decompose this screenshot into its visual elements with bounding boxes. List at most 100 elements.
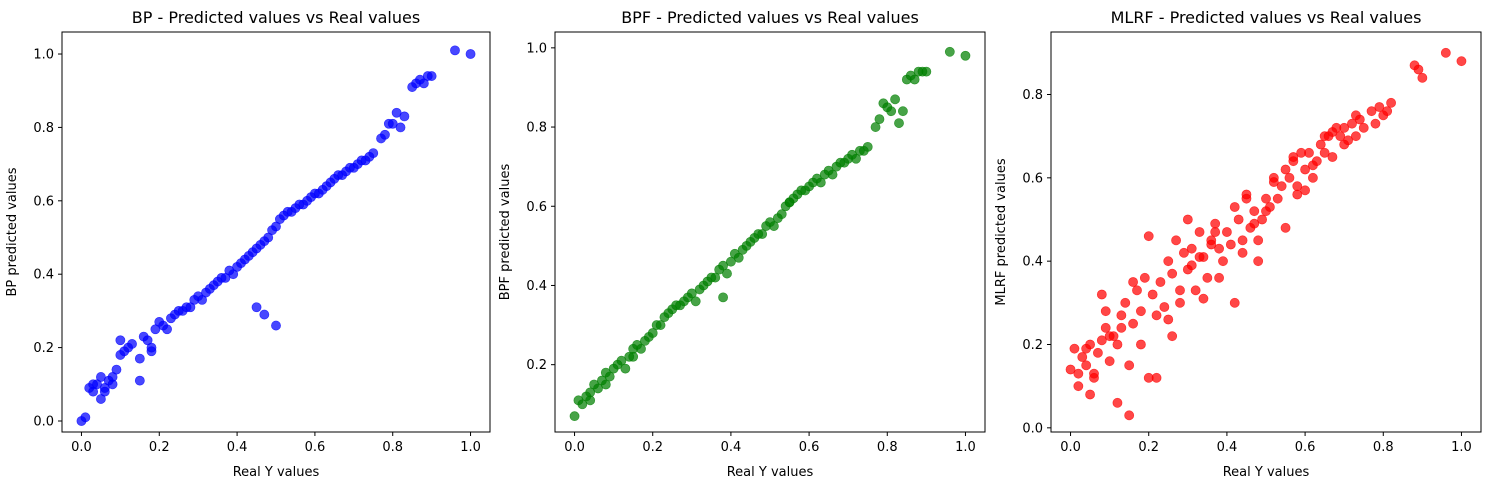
data-point bbox=[368, 148, 379, 158]
data-point bbox=[1374, 102, 1385, 112]
x-axis-label: Real Y values bbox=[727, 465, 814, 480]
data-point bbox=[1175, 297, 1185, 308]
data-point bbox=[1261, 193, 1271, 204]
chart-panel-3: 0.0 0.2 0.4 0.6 0.8 1.0 0.0 0.2 0.4 0.6 0.8 MLRF - … bbox=[994, 8, 1482, 480]
data-point bbox=[1335, 131, 1346, 142]
data-point bbox=[1214, 243, 1224, 254]
data-point bbox=[1233, 214, 1244, 225]
data-point bbox=[890, 94, 900, 105]
data-point bbox=[1163, 256, 1174, 267]
data-point bbox=[1128, 277, 1138, 287]
data-point bbox=[134, 353, 145, 364]
data-point bbox=[921, 66, 932, 77]
data-point bbox=[577, 399, 588, 410]
data-point bbox=[1347, 118, 1357, 129]
x-tick-label: 1.0 bbox=[955, 440, 976, 455]
data-point bbox=[1370, 118, 1381, 129]
y-tick-label: 1.0 bbox=[526, 41, 547, 56]
data-point bbox=[710, 272, 721, 283]
data-point bbox=[1136, 306, 1146, 317]
data-point bbox=[1128, 318, 1138, 329]
data-point bbox=[886, 106, 897, 117]
data-point bbox=[585, 395, 596, 406]
data-point bbox=[399, 111, 410, 122]
data-point bbox=[1132, 285, 1142, 296]
data-point bbox=[1351, 110, 1361, 121]
data-point bbox=[1249, 218, 1260, 229]
data-point bbox=[1253, 235, 1264, 246]
y-tick-label: 0.8 bbox=[33, 121, 54, 136]
data-point bbox=[1257, 214, 1267, 225]
data-point bbox=[718, 292, 728, 303]
data-point bbox=[1382, 106, 1393, 117]
data-point bbox=[647, 328, 658, 338]
data-point bbox=[271, 320, 281, 331]
data-point bbox=[898, 106, 908, 117]
data-point bbox=[259, 309, 270, 320]
data-point bbox=[1272, 193, 1283, 204]
x-tick-label: 0.4 bbox=[1217, 440, 1238, 455]
data-point bbox=[1104, 356, 1115, 367]
plot-frame bbox=[1050, 31, 1482, 433]
x-tick-label: 1.0 bbox=[460, 440, 481, 455]
data-point bbox=[960, 50, 971, 61]
data-point bbox=[620, 363, 631, 374]
y-tick-label: 0.2 bbox=[33, 341, 54, 356]
data-point bbox=[1175, 285, 1185, 296]
data-point bbox=[870, 122, 881, 132]
data-point bbox=[1225, 239, 1236, 250]
data-point bbox=[894, 118, 904, 128]
y-tick-label: 0.4 bbox=[33, 268, 54, 283]
data-point bbox=[1081, 360, 1092, 371]
data-point bbox=[1319, 131, 1330, 142]
data-point bbox=[616, 355, 627, 366]
data-point bbox=[134, 375, 145, 386]
data-point bbox=[1218, 256, 1228, 267]
data-point bbox=[1100, 322, 1111, 333]
data-point bbox=[1210, 227, 1221, 237]
x-tick-label: 0.2 bbox=[642, 440, 663, 455]
data-point bbox=[1194, 252, 1205, 262]
x-tick-label: 0.8 bbox=[877, 440, 898, 455]
data-point bbox=[1116, 322, 1127, 333]
data-point bbox=[1069, 343, 1080, 354]
data-point bbox=[1171, 235, 1181, 246]
data-point bbox=[1159, 302, 1170, 312]
data-point bbox=[1112, 397, 1123, 408]
x-tick-label: 0.8 bbox=[382, 440, 403, 455]
x-tick-label: 0.6 bbox=[305, 440, 326, 455]
data-point bbox=[862, 141, 873, 152]
data-point bbox=[1249, 206, 1260, 217]
data-point bbox=[944, 46, 955, 57]
x-tick-label: 0.4 bbox=[721, 440, 742, 455]
data-point bbox=[1300, 185, 1310, 196]
data-point bbox=[769, 221, 779, 231]
data-point bbox=[1167, 331, 1178, 342]
data-point bbox=[628, 351, 639, 362]
data-point bbox=[1308, 160, 1318, 171]
data-point bbox=[1085, 389, 1095, 400]
x-tick-label: 0.2 bbox=[149, 440, 170, 455]
data-point bbox=[1222, 227, 1232, 237]
data-point bbox=[1253, 256, 1264, 267]
data-point bbox=[465, 49, 476, 59]
data-point bbox=[784, 197, 795, 208]
data-point bbox=[1089, 372, 1099, 383]
data-point bbox=[380, 129, 390, 140]
data-point bbox=[1229, 202, 1240, 212]
data-point bbox=[1104, 331, 1115, 342]
data-point bbox=[1440, 47, 1451, 58]
x-tick-label: 0.4 bbox=[227, 440, 248, 455]
x-tick-label: 0.6 bbox=[799, 440, 820, 455]
data-point bbox=[395, 122, 406, 133]
y-tick-label: 0.8 bbox=[1022, 88, 1043, 103]
data-point bbox=[1151, 372, 1162, 383]
data-point bbox=[450, 45, 460, 56]
data-point bbox=[718, 260, 728, 271]
x-tick-label: 0.0 bbox=[1060, 440, 1081, 455]
chart-title: BPF - Predicted values vs Real values bbox=[621, 8, 919, 27]
x-tick-label: 1.0 bbox=[1451, 440, 1472, 455]
x-tick-label: 0.0 bbox=[71, 440, 92, 455]
data-point bbox=[1327, 127, 1338, 137]
